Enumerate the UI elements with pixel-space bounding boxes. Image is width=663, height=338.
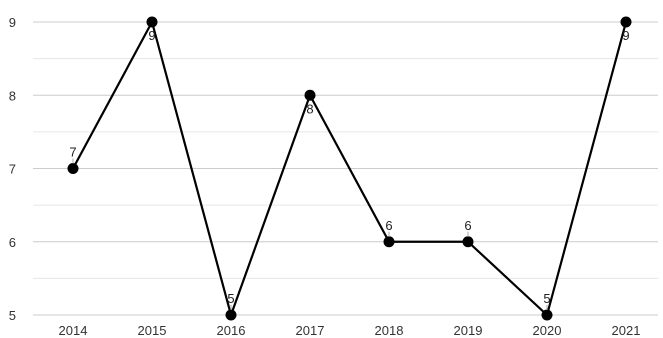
data-point [67, 163, 79, 174]
y-axis-tick-labels: 5 6 7 8 9 [9, 15, 16, 323]
data-label: 5 [543, 291, 550, 306]
data-label: 5 [227, 291, 234, 306]
y-tick-label: 9 [9, 15, 16, 30]
data-point [462, 236, 474, 248]
data-point [383, 236, 395, 248]
data-point [304, 89, 316, 101]
data-label: 7 [69, 145, 76, 160]
x-tick-label: 2020 [533, 323, 562, 338]
y-tick-label: 5 [9, 308, 16, 323]
grid [33, 21, 658, 316]
x-tick-label: 2018 [375, 323, 404, 338]
x-tick-label: 2014 [59, 323, 88, 338]
series-1 [67, 16, 632, 321]
x-tick-label: 2017 [296, 323, 325, 338]
data-label: 6 [464, 218, 471, 233]
x-tick-label: 2016 [217, 323, 246, 338]
data-label: 9 [148, 28, 155, 43]
data-labels: 7 9 5 8 6 6 5 9 [69, 28, 630, 310]
x-axis-tick-labels: 2014 2015 2016 2017 2018 2019 2020 2021 [59, 323, 641, 338]
data-point [620, 16, 632, 28]
y-tick-label: 7 [9, 162, 16, 177]
data-label: 9 [622, 28, 629, 43]
x-tick-label: 2021 [612, 323, 641, 338]
x-tick-label: 2015 [138, 323, 167, 338]
y-tick-label: 6 [9, 235, 16, 250]
data-point [146, 16, 158, 28]
y-tick-label: 8 [9, 88, 16, 103]
data-label: 8 [306, 101, 313, 116]
data-point [541, 309, 553, 321]
series-line [72, 20, 628, 317]
data-point [225, 309, 237, 321]
x-tick-label: 2019 [454, 323, 483, 338]
data-label: 6 [385, 218, 392, 233]
